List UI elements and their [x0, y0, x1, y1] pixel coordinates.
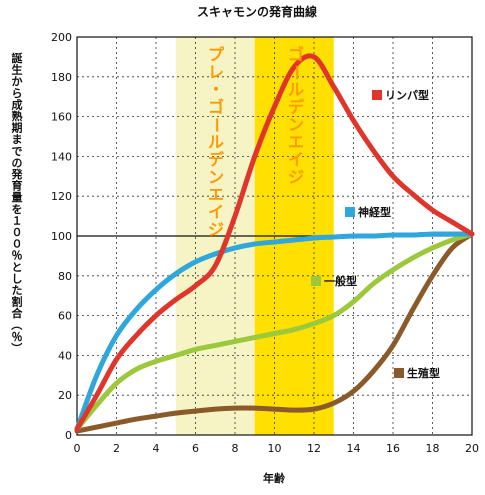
legend-swatch	[345, 207, 355, 217]
y-axis-label-char: 熟	[12, 109, 23, 123]
y-axis-label-char: で	[12, 145, 23, 158]
y-axis-label-char: の	[12, 156, 23, 169]
y-tick-label: 160	[51, 111, 72, 124]
band-label-char: ル	[288, 80, 304, 99]
band-label-char: レ	[208, 63, 224, 82]
x-tick-label: 20	[465, 442, 479, 455]
x-tick-label: 2	[113, 442, 120, 455]
y-axis-label-char: か	[12, 75, 23, 88]
y-axis-label-char: １	[12, 214, 23, 227]
legend-label: リンパ型	[385, 88, 429, 102]
band-label-char: イ	[288, 150, 304, 169]
y-axis-label-char: （	[10, 319, 23, 330]
band-label-char: エ	[208, 185, 224, 204]
x-axis-label: 年齢	[263, 471, 286, 485]
y-axis-label-char: 発	[11, 167, 24, 181]
y-tick-label: 60	[58, 310, 72, 323]
band-label-char: ゴ	[288, 45, 304, 64]
band-label-char: デ	[288, 98, 305, 117]
tick-labels: 0 2 4 6 8 10 12 14 16 18 2002040608010012014016018…	[51, 31, 479, 455]
band-label-char: ゴ	[208, 98, 224, 117]
series-line-1	[74, 231, 475, 432]
y-axis-label-char: ％	[12, 330, 23, 343]
series-line-2	[74, 231, 475, 432]
x-tick-label: 12	[307, 442, 321, 455]
chart-title: スキャモンの発育曲線	[197, 4, 317, 19]
y-tick-label: 20	[58, 389, 72, 402]
y-axis-label-char: 誕	[12, 51, 23, 65]
band-label-char: プ	[208, 45, 225, 64]
y-axis-label-char: ％	[12, 249, 23, 262]
legend-item-2: 一般型	[311, 274, 357, 288]
band-label-char: ル	[208, 133, 224, 152]
legend-swatch	[394, 368, 404, 378]
x-tick-label: 0	[74, 442, 81, 455]
y-tick-label: 140	[51, 150, 72, 163]
y-axis-label-char: を	[12, 203, 23, 216]
x-tick-label: 10	[268, 442, 282, 455]
band-label-char: ジ	[208, 220, 224, 239]
y-axis-label-char: 割	[12, 295, 23, 309]
x-tick-label: 4	[153, 442, 160, 455]
y-axis-label-char: ０	[12, 238, 23, 251]
y-tick-label: 0	[65, 429, 72, 442]
y-axis-label-char: 成	[12, 97, 23, 111]
y-tick-label: 180	[51, 71, 72, 84]
legend-item-0: リンパ型	[372, 88, 429, 102]
band-label-char: エ	[288, 133, 304, 152]
legend-swatch	[311, 276, 321, 286]
band-label-char: ー	[207, 117, 226, 133]
band-label-char: ン	[208, 168, 224, 187]
y-axis-label-char: ０	[12, 226, 23, 239]
band-label-char: ー	[287, 64, 306, 80]
legend-label: 神経型	[358, 205, 391, 219]
legend-item-3: 生殖型	[394, 366, 440, 380]
x-tick-label: 6	[192, 442, 199, 455]
band-label-char: イ	[208, 203, 224, 222]
y-axis-label-char: ら	[12, 87, 23, 100]
y-axis-label-char: 育	[12, 179, 23, 193]
band-label-char: ・	[208, 80, 224, 99]
x-tick-label: 8	[232, 442, 239, 455]
y-tick-label: 100	[51, 230, 72, 243]
y-tick-label: 200	[51, 31, 72, 44]
x-tick-label: 16	[386, 442, 400, 455]
y-axis-label-char: 期	[12, 121, 23, 135]
band-label-char: ン	[288, 115, 304, 134]
legend-label: 一般型	[324, 274, 357, 288]
y-tick-label: 40	[58, 349, 72, 362]
y-axis-label-char: 生	[12, 63, 23, 77]
y-axis-label-char: 合	[12, 306, 24, 320]
y-axis-label-char: と	[12, 261, 23, 274]
y-tick-label: 80	[58, 270, 72, 283]
series-lines	[74, 53, 475, 434]
series-line-3	[74, 231, 475, 434]
band-label-char: デ	[208, 150, 225, 169]
legend-label: 生殖型	[407, 366, 440, 380]
y-axis-label-char: 量	[12, 191, 23, 204]
y-axis-label-char: し	[12, 272, 23, 285]
legend-item-1: 神経型	[345, 205, 391, 219]
band-label-char: ジ	[288, 168, 304, 187]
x-tick-label: 18	[426, 442, 440, 455]
y-tick-label: 120	[51, 190, 72, 203]
y-axis-label-char: ）	[10, 343, 23, 354]
series-line-0	[74, 53, 475, 432]
y-axis-label-char: た	[12, 284, 23, 297]
legend-swatch	[372, 90, 382, 100]
y-axis-label-char: ま	[12, 133, 23, 146]
x-tick-label: 14	[347, 442, 361, 455]
